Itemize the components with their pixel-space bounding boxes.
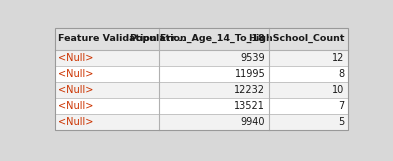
- Bar: [55, 28, 348, 130]
- Text: 7: 7: [338, 101, 345, 111]
- Text: <Null>: <Null>: [58, 117, 94, 127]
- Text: <Null>: <Null>: [58, 53, 94, 63]
- Text: 5: 5: [338, 117, 345, 127]
- Text: Population_Age_14_To_18: Population_Age_14_To_18: [130, 34, 265, 43]
- Bar: [55, 50, 348, 66]
- Text: <Null>: <Null>: [58, 69, 94, 79]
- Bar: [55, 98, 348, 114]
- Text: 9539: 9539: [241, 53, 265, 63]
- Text: 11995: 11995: [235, 69, 265, 79]
- Bar: [55, 82, 348, 98]
- Text: 13521: 13521: [234, 101, 265, 111]
- Bar: [55, 66, 348, 82]
- Text: HighSchool_Count: HighSchool_Count: [248, 34, 345, 43]
- Bar: [49, 130, 354, 143]
- Text: 8: 8: [338, 69, 345, 79]
- Text: 12232: 12232: [234, 85, 265, 95]
- Text: 12: 12: [332, 53, 345, 63]
- Text: 10: 10: [332, 85, 345, 95]
- Bar: [55, 114, 348, 130]
- Bar: [55, 28, 348, 50]
- Bar: [55, 28, 348, 130]
- Text: <Null>: <Null>: [58, 85, 94, 95]
- Text: 9940: 9940: [241, 117, 265, 127]
- Text: <Null>: <Null>: [58, 101, 94, 111]
- Text: Feature Validation Err...: Feature Validation Err...: [58, 34, 186, 43]
